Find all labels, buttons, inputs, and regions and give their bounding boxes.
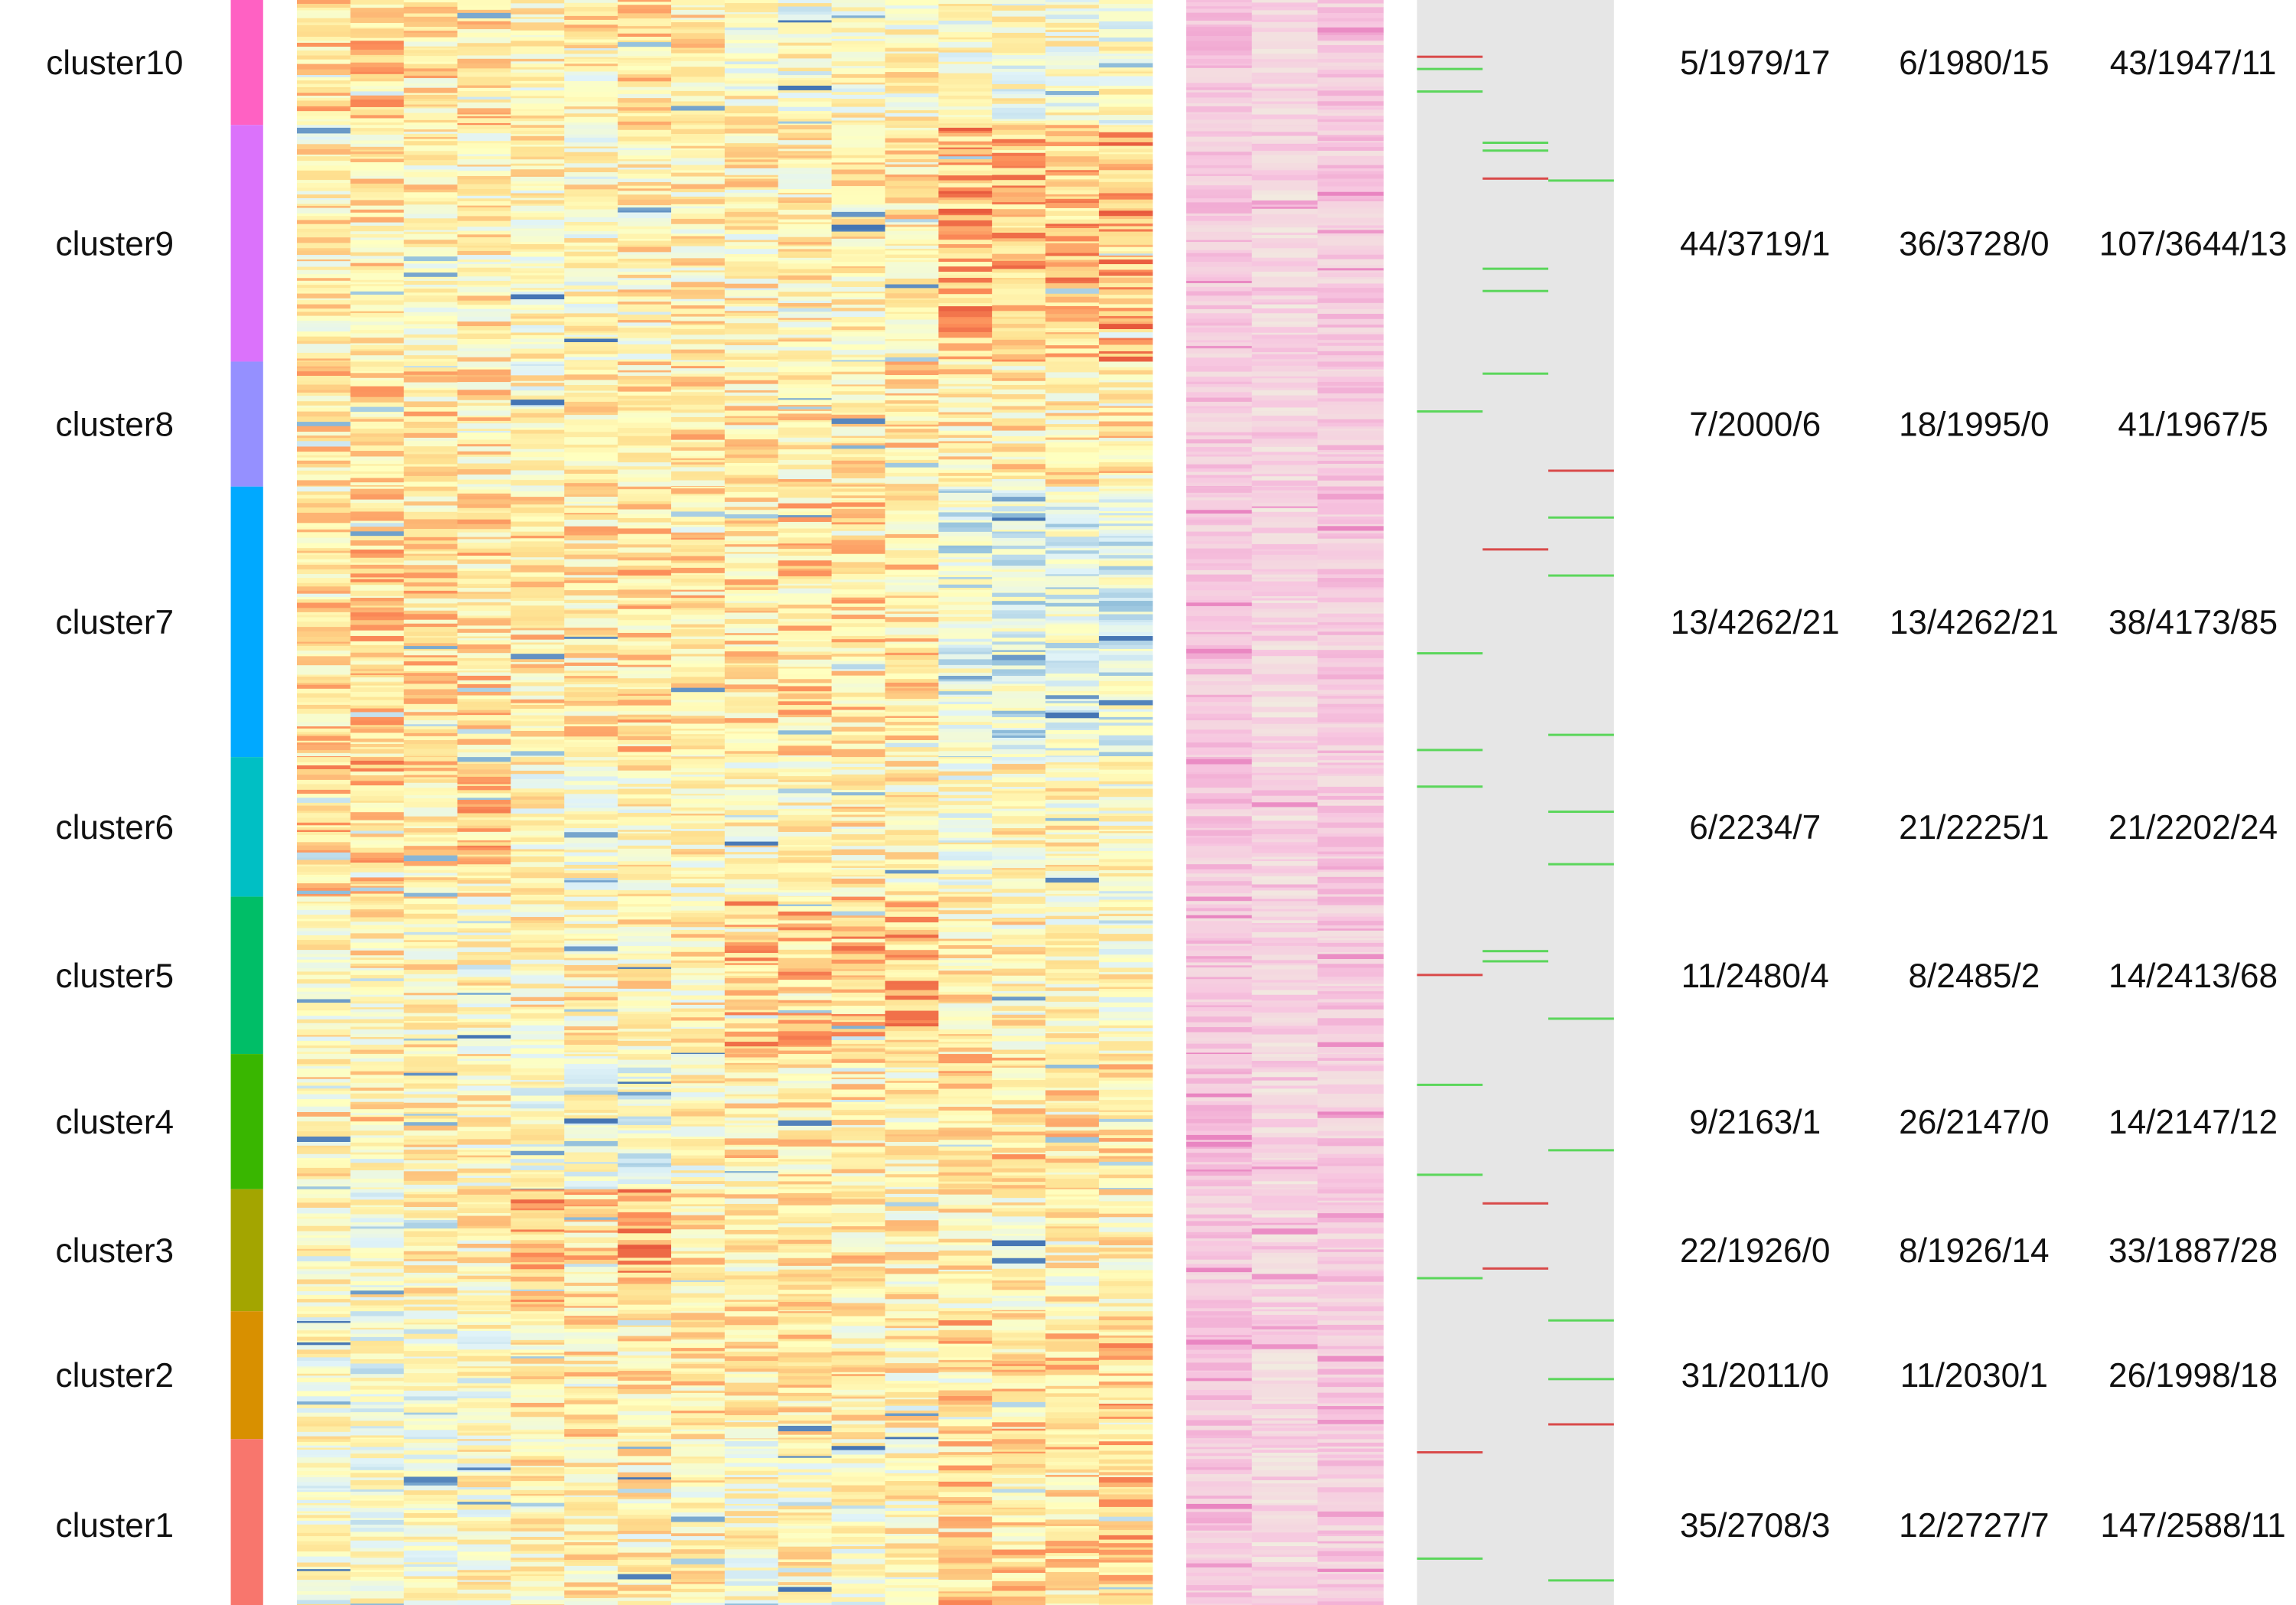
expression-band bbox=[296, 896, 1153, 1055]
expression-heatmap bbox=[296, 0, 1153, 1605]
cluster-color-segment bbox=[230, 361, 263, 487]
third-panel-band bbox=[1417, 516, 1614, 752]
expression-band bbox=[296, 1311, 1153, 1440]
count-label: 26/2147/0 bbox=[1899, 1104, 2049, 1141]
expression-band bbox=[296, 1189, 1153, 1312]
count-label: 38/4173/85 bbox=[2108, 604, 2278, 641]
third-panel-band bbox=[1417, 1083, 1614, 1176]
expression-band bbox=[296, 0, 1153, 126]
second-panel-band bbox=[1186, 361, 1384, 488]
second-panel-band bbox=[1186, 896, 1384, 1055]
second-panel-band bbox=[1186, 486, 1384, 758]
count-label: 13/4262/21 bbox=[1890, 604, 2059, 641]
expression-band bbox=[296, 125, 1153, 362]
cluster-label: cluster9 bbox=[55, 225, 174, 263]
second-panel-band bbox=[1186, 757, 1384, 897]
cluster-color-segment bbox=[230, 1439, 263, 1605]
third-panel-band bbox=[1417, 1451, 1614, 1582]
expression-band bbox=[296, 1054, 1153, 1190]
cluster-color-segment bbox=[230, 486, 263, 758]
count-label: 147/2588/11 bbox=[2100, 1507, 2285, 1545]
count-label: 7/2000/6 bbox=[1689, 406, 1821, 444]
cluster-label: cluster10 bbox=[46, 44, 183, 82]
count-label: 9/2163/1 bbox=[1689, 1104, 1821, 1141]
count-label: 41/1967/5 bbox=[2118, 406, 2268, 444]
expression-band bbox=[296, 486, 1153, 758]
cluster-label: cluster6 bbox=[55, 809, 174, 847]
count-label: 14/2413/68 bbox=[2108, 957, 2278, 995]
second-panel-band bbox=[1186, 0, 1384, 126]
cluster-label: cluster3 bbox=[55, 1232, 174, 1270]
count-label: 5/1979/17 bbox=[1680, 44, 1830, 82]
count-label: 6/2234/7 bbox=[1689, 809, 1821, 847]
second-heatmap-panel bbox=[1186, 0, 1384, 1605]
count-label: 26/1998/18 bbox=[2108, 1357, 2278, 1395]
cluster-labels: cluster10 cluster9 cluster8 cluster7 cluster… bbox=[46, 44, 183, 1545]
cluster-label: cluster1 bbox=[55, 1507, 174, 1545]
cluster-label: cluster8 bbox=[55, 406, 174, 444]
count-label: 107/3644/13 bbox=[2099, 225, 2288, 263]
cluster-color-segment bbox=[230, 896, 263, 1055]
third-panel-band bbox=[1417, 950, 1614, 1020]
cluster-color-bar bbox=[230, 0, 263, 1605]
count-label: 12/2727/7 bbox=[1899, 1507, 2049, 1545]
count-label: 14/2147/12 bbox=[2108, 1104, 2278, 1141]
count-label: 11/2030/1 bbox=[1900, 1357, 2048, 1395]
cluster-label: cluster4 bbox=[55, 1104, 174, 1141]
count-label: 35/2708/3 bbox=[1680, 1507, 1830, 1545]
count-label: 13/4262/21 bbox=[1671, 604, 1840, 641]
cluster-color-segment bbox=[230, 1311, 263, 1440]
third-panel-band bbox=[1417, 372, 1614, 472]
cluster-label: cluster5 bbox=[55, 957, 174, 995]
count-label: 36/3728/0 bbox=[1899, 225, 2049, 263]
third-panel-band bbox=[1417, 55, 1483, 93]
count-label: 22/1926/0 bbox=[1680, 1232, 1830, 1270]
second-panel-band bbox=[1186, 125, 1384, 362]
third-panel-band bbox=[1548, 1319, 1614, 1426]
third-panel-band bbox=[1482, 142, 1614, 292]
second-panel-band bbox=[1186, 1311, 1384, 1440]
cluster-color-segment bbox=[230, 0, 263, 126]
second-panel-band bbox=[1186, 1189, 1384, 1312]
third-panel-band bbox=[1417, 1202, 1549, 1280]
count-label: 44/3719/1 bbox=[1680, 225, 1830, 263]
count-columns: 5/1979/17 6/1980/15 43/1947/11 44/3719/1 36/… bbox=[1671, 44, 2288, 1545]
third-panel-band bbox=[1417, 785, 1614, 866]
expression-band bbox=[296, 361, 1153, 488]
count-label: 11/2480/4 bbox=[1681, 957, 1829, 995]
cluster-color-segment bbox=[230, 1189, 263, 1312]
count-label: 43/1947/11 bbox=[2110, 44, 2277, 82]
cluster-color-segment bbox=[230, 757, 263, 897]
expression-band bbox=[296, 1439, 1153, 1605]
cluster-color-segment bbox=[230, 125, 263, 362]
count-label: 21/2202/24 bbox=[2108, 809, 2278, 847]
expression-band bbox=[296, 757, 1153, 897]
count-label: 33/1887/28 bbox=[2108, 1232, 2278, 1270]
second-panel-band bbox=[1186, 1054, 1384, 1190]
count-label: 8/1926/14 bbox=[1899, 1232, 2049, 1270]
third-panel-background bbox=[1417, 0, 1614, 1605]
second-panel-band bbox=[1186, 1439, 1384, 1605]
count-label: 18/1995/0 bbox=[1899, 406, 2049, 444]
third-heatmap-panel bbox=[1417, 0, 1614, 1605]
count-label: 8/2485/2 bbox=[1908, 957, 2040, 995]
count-label: 31/2011/0 bbox=[1681, 1357, 1829, 1395]
cluster-label: cluster7 bbox=[55, 604, 174, 641]
count-label: 6/1980/15 bbox=[1899, 44, 2049, 82]
cluster-label: cluster2 bbox=[55, 1357, 174, 1395]
cluster-color-segment bbox=[230, 1054, 263, 1189]
count-label: 21/2225/1 bbox=[1899, 809, 2049, 847]
